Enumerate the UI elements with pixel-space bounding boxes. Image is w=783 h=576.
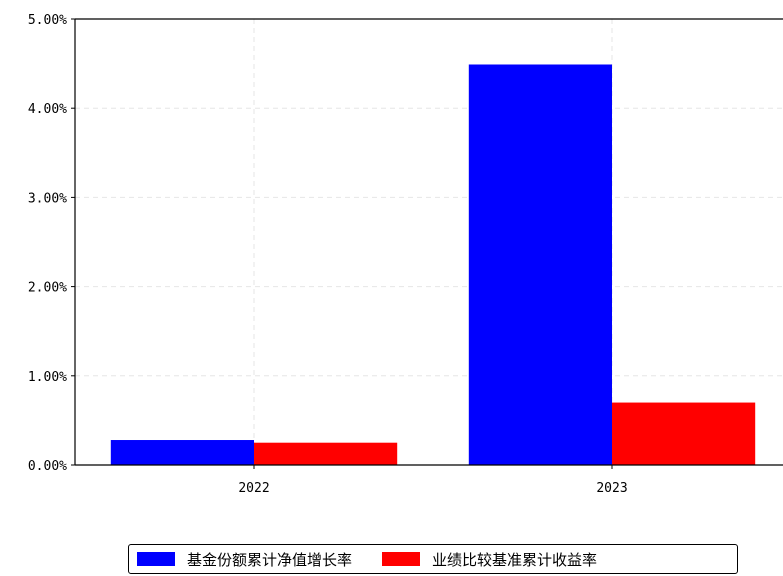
grid — [75, 18, 783, 465]
axes — [71, 18, 783, 469]
bar-1-2022 — [110, 440, 254, 465]
legend-item-series-1: 基金份额累计净值增长率 — [137, 549, 352, 570]
bars — [110, 64, 756, 465]
y-tick-label-5: 5.00% — [28, 13, 67, 28]
x-tick-label-2023: 2023 — [596, 481, 627, 496]
y-tick-label-3: 3.00% — [28, 191, 67, 206]
y-tick-label-1: 1.00% — [28, 370, 67, 385]
x-tick-label-2022: 2022 — [238, 481, 269, 496]
bar-2-2023 — [612, 402, 756, 465]
bar-1-2023 — [468, 64, 612, 465]
legend-label-series-2: 业绩比较基准累计收益率 — [432, 550, 598, 569]
bar-2-2022 — [254, 442, 398, 465]
y-tick-label-0: 0.00% — [28, 459, 67, 474]
y-tick-label-4: 4.00% — [28, 102, 67, 117]
tick-labels: 0.00% 1.00% 2.00% 3.00% 4.00% 5.00% 2022 2023 — [28, 13, 628, 496]
bar-chart: 0.00% 1.00% 2.00% 3.00% 4.00% 5.00% 2022 2023 — [28, 13, 783, 496]
legend-label-series-1: 基金份额累计净值增长率 — [187, 550, 353, 569]
legend-item-series-2: 业绩比较基准累计收益率 — [382, 549, 597, 570]
legend: 基金份额累计净值增长率 业绩比较基准累计收益率 — [128, 544, 738, 574]
legend-swatch-series-2 — [382, 552, 421, 566]
legend-swatch-series-1 — [137, 552, 175, 566]
y-tick-label-2: 2.00% — [28, 281, 67, 296]
